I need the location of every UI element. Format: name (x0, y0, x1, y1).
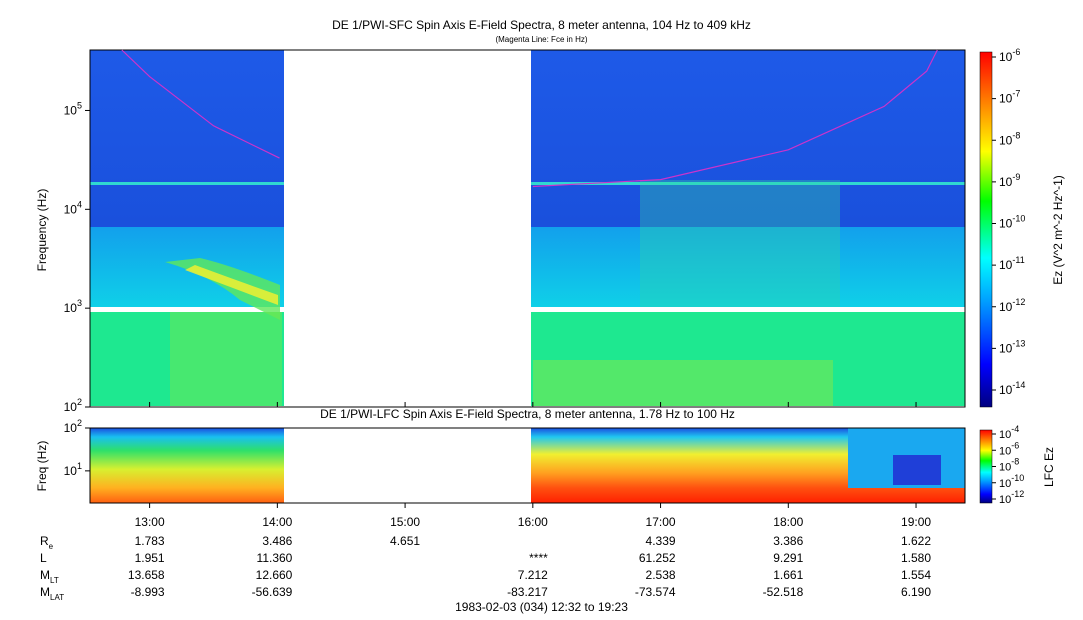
fce-line-left (121, 49, 280, 159)
ephemeris-value: 1.951 (135, 551, 165, 565)
sfc-cbar-label: 10-6 (999, 47, 1020, 64)
lfc-frame (89, 427, 966, 504)
sfc-ytick-label: 102 (64, 397, 82, 414)
lfc-dropout (893, 455, 941, 485)
ephemeris-value: 2.538 (646, 568, 676, 582)
sfc-low-noise-left (170, 312, 282, 406)
lfc-cbar-label: 10-6 (999, 440, 1019, 457)
xtick-label: 13:00 (135, 515, 165, 529)
sfc-ytick-label: 104 (64, 199, 82, 216)
xtick-label: 16:00 (518, 515, 548, 529)
ephemeris-value: 1.661 (773, 568, 803, 582)
sfc-title: DE 1/PWI-SFC Spin Axis E-Field Spectra, … (332, 18, 751, 32)
ephemeris-value: -56.639 (252, 585, 293, 599)
ephemeris-value: 1.580 (901, 551, 931, 565)
lfc-left-band (90, 428, 284, 503)
lfc-cbar-label: 10-8 (999, 457, 1019, 474)
lfc-cbar-label: 10-12 (999, 489, 1024, 506)
sfc-data-gap (284, 50, 531, 407)
lfc-title: DE 1/PWI-LFC Spin Axis E-Field Spectra, … (320, 407, 735, 421)
ephemeris-value: **** (529, 551, 548, 565)
ephemeris-value: 12.660 (256, 568, 293, 582)
sfc-subtitle: (Magenta Line: Fce in Hz) (495, 35, 588, 44)
ephemeris-value: 11.360 (257, 551, 293, 565)
ephemeris-row-label: MLT (40, 568, 59, 585)
lfc-ytick-label: 102 (64, 418, 82, 435)
ephemeris-value: 7.212 (518, 568, 548, 582)
ephemeris-row-label: MLAT (40, 585, 64, 602)
ephemeris-value: -73.574 (635, 585, 676, 599)
xtick-label: 19:00 (901, 515, 931, 529)
ephemeris-value: 1.622 (901, 534, 931, 548)
xtick-label: 15:00 (390, 515, 420, 529)
sfc-colorbar (979, 51, 993, 408)
fce-line-right (532, 49, 938, 188)
ephemeris-row-label: L (40, 551, 47, 565)
sfc-ytick-label: 105 (64, 100, 82, 117)
ephemeris-value: 4.651 (390, 534, 420, 548)
ephemeris-value: 3.386 (773, 534, 803, 548)
lfc-ytick-label: 101 (64, 461, 82, 478)
sfc-cbar-label: 10-12 (999, 297, 1025, 314)
sfc-cbar-label: 10-13 (999, 338, 1025, 355)
ephemeris-row-label: Re (40, 534, 54, 551)
ephemeris-value: 1.783 (135, 534, 165, 548)
sfc-cbar-label: 10-14 (999, 380, 1025, 397)
ephemeris-value: -8.993 (131, 585, 165, 599)
ephemeris-value: 3.486 (262, 534, 292, 548)
ephemeris-value: 61.252 (639, 551, 676, 565)
lfc-colorbar (979, 429, 993, 504)
ephemeris-value: 9.291 (773, 551, 803, 565)
sfc-cbar-label: 10-11 (999, 255, 1025, 272)
ephemeris-value: 4.339 (646, 534, 676, 548)
xtick-label: 18:00 (773, 515, 803, 529)
xtick-label: 14:00 (262, 515, 292, 529)
axis-ticks: 102 103 104 105 10-6 10-7 10-8 10-9 10-10 10-11 10… (64, 47, 1026, 529)
xtick-label: 17:00 (646, 515, 676, 529)
lfc-cbar-label: 10-4 (999, 424, 1019, 441)
sfc-cbar-label: 10-7 (999, 89, 1020, 106)
ephemeris-value: -52.518 (763, 585, 804, 599)
sfc-streaks (640, 180, 840, 307)
lfc-panel: Freq (Hz) (35, 427, 966, 504)
ephemeris-value: 13.658 (128, 568, 165, 582)
lfc-data-gap (284, 428, 531, 503)
sfc-low-noise-right (533, 360, 833, 406)
lfc-cbar-label: 10-10 (999, 473, 1024, 490)
sfc-cbar-label: 10-10 (999, 214, 1025, 231)
lfc-ylabel: Freq (Hz) (35, 441, 49, 492)
sfc-colorbar-label: Ez (V^2 m^-2 Hz^-1) (1051, 175, 1065, 285)
sfc-ylabel: Frequency (Hz) (35, 189, 49, 272)
ephemeris-table: Re 1.783 3.486 4.651 4.339 3.386 1.622 L 1.951 11… (40, 534, 931, 602)
sfc-panel: Frequency (Hz) (35, 49, 966, 408)
ephemeris-value: 1.554 (901, 568, 931, 582)
lfc-colorbar-label: LFC Ez (1042, 447, 1056, 487)
sfc-cbar-label: 10-8 (999, 130, 1020, 147)
sfc-emission-core (185, 265, 278, 305)
sfc-emission-arc (165, 258, 280, 320)
sfc-cbar-label: 10-9 (999, 172, 1020, 189)
sfc-frame (89, 49, 966, 408)
time-range-footer: 1983-02-03 (034) 12:32 to 19:23 (455, 600, 628, 614)
ephemeris-value: 6.190 (901, 585, 931, 599)
ephemeris-value: -83.217 (507, 585, 548, 599)
sfc-ytick-label: 103 (64, 298, 82, 315)
